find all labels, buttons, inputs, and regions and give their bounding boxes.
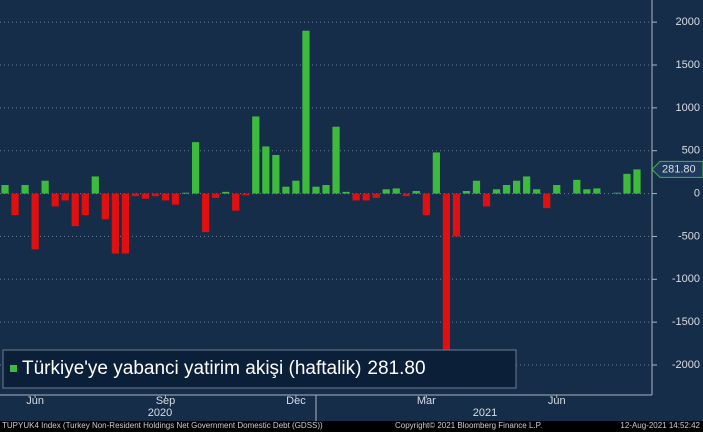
- bar: [111, 193, 119, 254]
- bar: [533, 189, 541, 194]
- bar: [222, 191, 230, 194]
- bar: [181, 192, 190, 194]
- bar: [262, 146, 270, 194]
- y-tick-label: -1500: [672, 316, 700, 328]
- labels: -2000 -1500 -1000 -500 0 500 1000 1500 2000 Jun Se…: [2, 16, 703, 419]
- bar: [31, 193, 39, 250]
- x-tick-label: Jun: [548, 395, 566, 407]
- bar: [553, 185, 561, 194]
- bar: [392, 188, 400, 194]
- bar: [202, 193, 210, 233]
- bar: [292, 180, 300, 194]
- y-tick-label: -2000: [672, 359, 700, 371]
- bar: [422, 193, 430, 215]
- x-tick-label: Dec: [286, 395, 306, 407]
- bar: [191, 142, 200, 194]
- plot-area: [0, 0, 652, 395]
- last-value-tag: [651, 160, 703, 178]
- y-tick-label: 0: [694, 187, 700, 199]
- legend-value: 281.80: [367, 358, 425, 379]
- legend-swatch: [10, 365, 17, 372]
- bar: [71, 193, 79, 227]
- bar: [101, 193, 109, 220]
- bar: [472, 180, 481, 194]
- bar: [171, 193, 180, 205]
- year-label: 2021: [473, 407, 497, 419]
- bar: [482, 193, 491, 207]
- bar: [382, 189, 390, 194]
- bar: [412, 191, 420, 194]
- bar: [332, 126, 340, 194]
- footer-left: TUPYUK4 Index (Turkey Non-Resident Holdi…: [2, 421, 323, 430]
- year-label: 2020: [148, 407, 172, 419]
- bar: [613, 192, 621, 194]
- bar: [141, 193, 150, 199]
- y-tick-label: 2000: [676, 16, 700, 28]
- bar: [502, 185, 511, 194]
- y-tick-label: -500: [678, 230, 700, 242]
- bar: [91, 176, 99, 194]
- bar: [151, 193, 160, 197]
- bar: [512, 180, 521, 194]
- bar: [161, 193, 170, 201]
- bar: [633, 169, 641, 194]
- x-tick-label: Mar: [417, 395, 436, 407]
- x-axis-area: [0, 395, 703, 421]
- axis-area: [652, 0, 703, 395]
- footer-right: 12-Aug-2021 14:52:42: [620, 421, 700, 430]
- x-tick-label: Sep: [156, 395, 176, 407]
- bar: [81, 193, 89, 215]
- footer-center: Copyright© 2021 Bloomberg Finance L.P.: [395, 421, 542, 430]
- bar: [492, 189, 501, 194]
- bar: [362, 193, 370, 201]
- bar: [121, 193, 130, 254]
- bar: [452, 193, 461, 237]
- bar: [543, 193, 551, 209]
- bar: [131, 193, 140, 197]
- bar: [573, 179, 581, 194]
- bar: [312, 186, 320, 194]
- bar: [432, 152, 440, 194]
- bar: [322, 185, 330, 194]
- bar: [282, 186, 290, 194]
- bar: [442, 193, 451, 353]
- x-tick-label: Jun: [26, 395, 44, 407]
- bar: [462, 191, 471, 194]
- bar: [272, 155, 280, 194]
- legend-box: [2, 349, 517, 389]
- bar: [583, 189, 591, 194]
- bar: [11, 193, 19, 215]
- bar: [212, 193, 220, 198]
- bar: [402, 193, 410, 197]
- bar: [41, 180, 49, 194]
- bar: [51, 193, 59, 207]
- bar: [523, 176, 531, 194]
- bar: [302, 30, 310, 194]
- bar: [242, 193, 250, 196]
- bar: [623, 173, 631, 194]
- y-tick-label: 1500: [676, 59, 700, 71]
- y-tick-label: -1000: [672, 273, 700, 285]
- last-value-label: 281.80: [662, 163, 696, 175]
- bar: [352, 193, 360, 201]
- bar: [21, 185, 29, 194]
- y-tick-label: 1000: [676, 102, 700, 114]
- bar: [372, 193, 380, 198]
- bars: [1, 30, 641, 353]
- bar: [593, 188, 601, 194]
- bar: [342, 191, 350, 194]
- legend-label: Türkiye'ye yabanci yatirim akişi (haftal…: [22, 358, 361, 379]
- bar: [232, 193, 240, 211]
- bar: [1, 185, 9, 194]
- y-tick-label: 500: [682, 145, 700, 157]
- bar: [252, 116, 260, 194]
- bar: [61, 193, 69, 201]
